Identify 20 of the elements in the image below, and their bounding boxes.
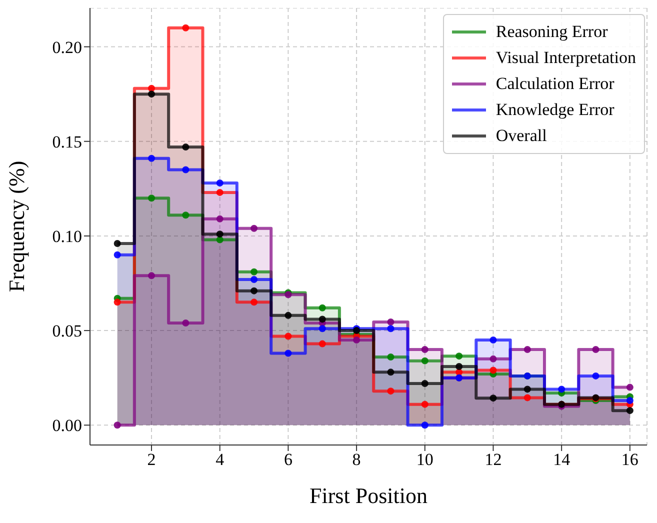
legend-label: Overall: [496, 126, 547, 146]
legend-label: Reasoning Error: [496, 22, 608, 42]
y-tick-label: 0.00: [52, 416, 82, 436]
x-tick-label: 10: [416, 450, 434, 470]
legend-label: Visual Interpretation: [496, 48, 636, 68]
x-tick-label: 12: [484, 450, 502, 470]
y-tick-label: 0.20: [52, 38, 82, 57]
x-tick-label: 14: [553, 450, 571, 470]
y-axis-title: Frequency (%): [4, 160, 29, 292]
x-tick-label: 16: [621, 450, 638, 470]
y-tick-label: 0.15: [52, 132, 82, 152]
x-tick-label: 8: [352, 450, 361, 470]
legend-label: Knowledge Error: [496, 100, 614, 120]
x-tick-label: 2: [147, 450, 156, 470]
y-tick-label: 0.05: [52, 322, 82, 341]
y-tick-label: 0.10: [52, 226, 82, 246]
x-tick-label: 4: [216, 450, 225, 470]
legend-label: Calculation Error: [496, 74, 614, 94]
x-tick-label: 6: [284, 450, 292, 470]
x-axis-title: First Position: [310, 483, 428, 508]
